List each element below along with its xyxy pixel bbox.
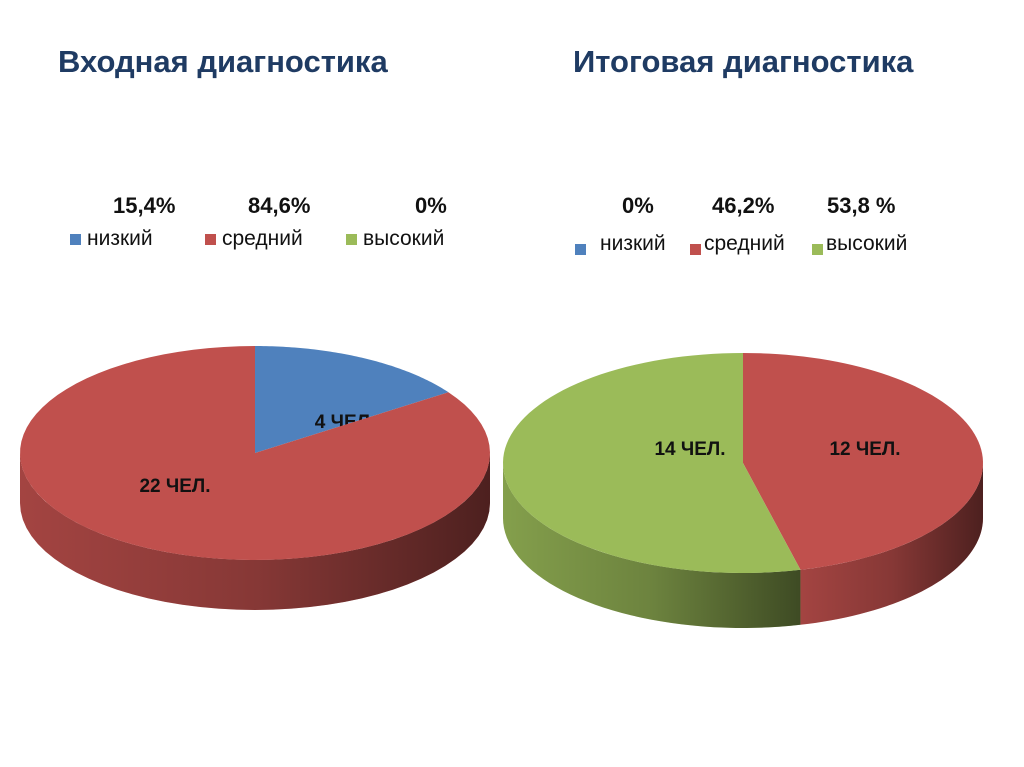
chart2-wall-shade: [800, 463, 983, 625]
legend-label: высокий: [826, 232, 908, 255]
chart1-title: Входная диагностика: [58, 44, 388, 79]
chart2-legend-low: низкий: [575, 232, 666, 256]
legend-label: средний: [222, 227, 303, 250]
legend-swatch: [690, 243, 701, 255]
chart1-wall-shade: [20, 453, 490, 610]
chart2-pct-low: 0%: [622, 193, 654, 218]
legend-label: низкий: [87, 227, 153, 250]
legend-swatch: [205, 233, 216, 245]
legend-swatch: [812, 243, 823, 255]
chart2-data-label: 12 ЧЕЛ.: [829, 439, 900, 460]
chart2-slice-высокий: [503, 353, 801, 573]
chart2-title: Итоговая диагностика: [573, 44, 914, 79]
chart1-slice-низкий: [255, 346, 449, 453]
legend-swatch: [575, 243, 586, 255]
legend-swatch: [70, 233, 81, 245]
chart1-legend-mid: средний: [205, 227, 303, 251]
chart2-slice-средний: [743, 353, 983, 570]
legend-label: высокий: [363, 227, 445, 250]
chart2-wall-shade: [503, 463, 801, 628]
legend-label: средний: [704, 232, 785, 255]
chart1-data-label: 22 ЧЕЛ.: [139, 476, 210, 497]
chart1-legend-high: высокий: [346, 227, 444, 251]
chart1-pct-mid: 84,6%: [248, 193, 311, 218]
chart2-pct-mid: 46,2%: [712, 193, 775, 218]
chart2-data-label: 14 ЧЕЛ.: [654, 439, 725, 460]
chart2-pct-high: 53,8 %: [827, 193, 896, 218]
legend-swatch: [346, 233, 357, 245]
chart1-pct-low: 15,4%: [113, 193, 176, 218]
chart1-pct-high: 0%: [415, 193, 447, 218]
chart1-legend-low: низкий: [70, 227, 153, 251]
chart2-legend-mid: средний: [690, 232, 785, 256]
chart1-slice-средний: [20, 346, 490, 560]
legend-label: низкий: [600, 232, 666, 255]
chart2-legend-high: высокий: [812, 232, 907, 256]
